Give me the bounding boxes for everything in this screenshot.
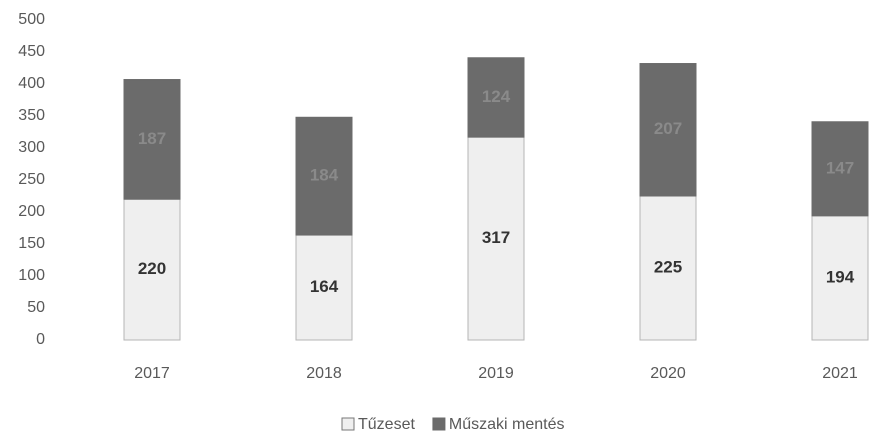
bar-segment [639,63,697,197]
x-tick-label: 2020 [650,365,686,382]
x-tick-label: 2021 [822,365,858,382]
legend-label: Műszaki mentés [449,416,565,433]
data-label: 317 [482,228,510,247]
x-tick-label: 2019 [478,365,514,382]
data-label: 225 [654,257,682,276]
data-label: 164 [310,277,339,296]
data-label: 147 [826,158,854,177]
bar-segment [467,136,525,341]
y-tick-label: 150 [18,235,45,252]
bar-segment [123,198,181,341]
data-label: 220 [138,259,166,278]
data-label: 207 [654,119,682,138]
y-tick-label: 300 [18,139,45,156]
data-label: 194 [826,267,855,286]
bar-segment [639,195,697,341]
x-tick-label: 2018 [306,365,342,382]
data-label: 187 [138,129,166,148]
y-tick-label: 0 [36,331,45,348]
legend-label: Tűzeset [358,416,415,433]
bar-segment [295,116,353,236]
legend-swatch [341,417,355,431]
y-tick-label: 200 [18,203,45,220]
y-tick-label: 100 [18,267,45,284]
y-tick-label: 500 [18,11,45,28]
y-tick-label: 50 [27,299,45,316]
y-tick-label: 400 [18,75,45,92]
bar-segment [811,215,869,341]
bar-segment [811,121,869,217]
bar-segment [123,79,181,200]
y-tick-label: 450 [18,43,45,60]
y-tick-label: 250 [18,171,45,188]
y-tick-label: 350 [18,107,45,124]
bar-segment [467,57,525,138]
legend-swatch [432,417,446,431]
data-label: 184 [310,166,339,185]
x-tick-label: 2017 [134,365,170,382]
data-label: 124 [482,87,511,106]
